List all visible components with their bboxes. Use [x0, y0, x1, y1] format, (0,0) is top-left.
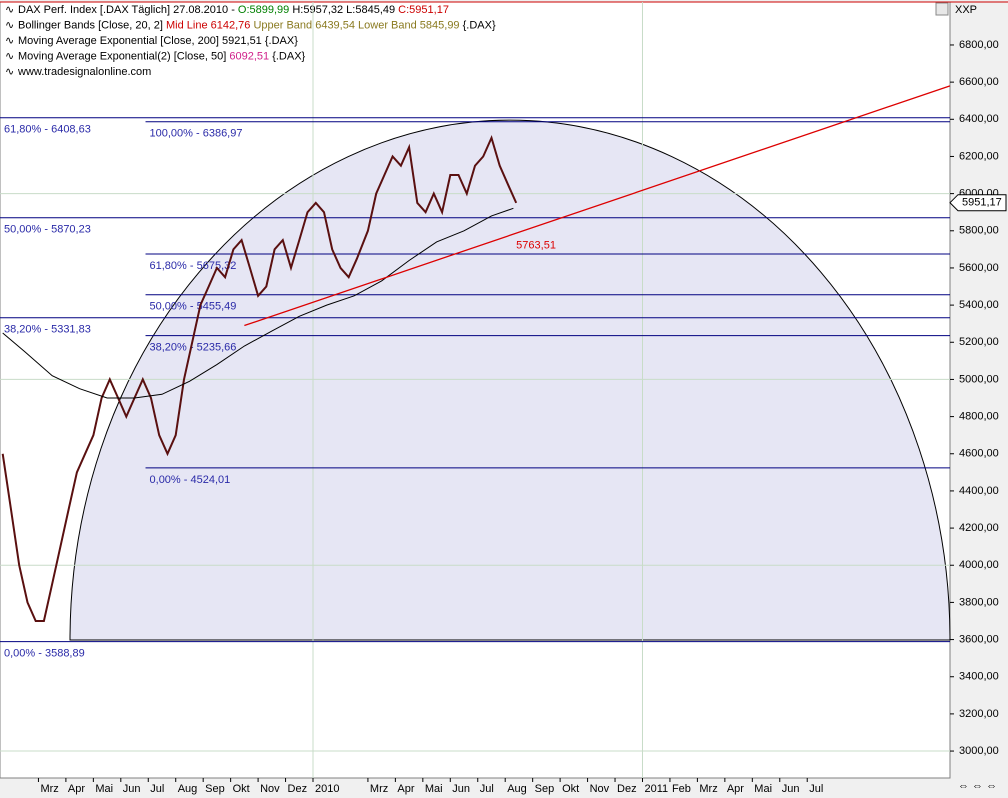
fib-label: 38,20% - 5235,66	[150, 342, 237, 354]
x-tick-label: Jul	[150, 783, 164, 795]
x-tick-label: Sep	[205, 783, 225, 795]
header-icon: ∿	[5, 19, 14, 31]
header-part: O:5899,99	[238, 4, 289, 16]
trendline	[244, 85, 951, 327]
header-line: Bollinger Bands [Close, 20, 2] Mid Line …	[18, 19, 496, 31]
x-tick-label: Feb	[672, 783, 691, 795]
x-tick-label: Jun	[782, 783, 800, 795]
header-part: 6092,51	[229, 50, 269, 62]
x-tick-label: Mai	[95, 783, 113, 795]
header-icon: ∿	[5, 35, 14, 47]
y-tick-label: 3400,00	[959, 671, 999, 683]
header-part: www.tradesignalonline.com	[17, 66, 151, 78]
header-icon: ∿	[5, 66, 14, 78]
header-part: {.DAX}	[269, 50, 305, 62]
x-tick-label: Aug	[178, 783, 198, 795]
header-line: Moving Average Exponential(2) [Close, 50…	[18, 50, 306, 62]
x-tick-label: Mrz	[370, 783, 388, 795]
x-tick-label: Okt	[562, 783, 579, 795]
y-tick-label: 4200,00	[959, 522, 999, 534]
header-line: DAX Perf. Index [.DAX Täglich] 27.08.201…	[18, 4, 449, 16]
header: DAX Perf. Index [.DAX Täglich] 27.08.201…	[5, 4, 496, 78]
x-tick-label: Mrz	[699, 783, 717, 795]
x-tick-label: Apr	[68, 783, 85, 795]
x-tick-label: Mrz	[40, 783, 58, 795]
y-tick-label: 3600,00	[959, 633, 999, 645]
x-tick-label: Apr	[727, 783, 744, 795]
y-tick-label: 6600,00	[959, 76, 999, 88]
fib-label: 0,00% - 4524,01	[150, 474, 231, 486]
fib-label: 50,00% - 5870,23	[4, 224, 91, 236]
header-part: Moving Average Exponential [Close, 200] …	[18, 35, 298, 47]
fib-label: 38,20% - 5331,83	[4, 324, 91, 336]
x-tick-label: Jul	[809, 783, 823, 795]
header-icon: ∿	[5, 50, 14, 62]
series-line	[1, 135, 518, 622]
header-part: C:5951,17	[398, 4, 449, 16]
fib-label: 0,00% - 3588,89	[4, 648, 85, 660]
y-tick-label: 5000,00	[959, 373, 999, 385]
x-tick-label: Apr	[397, 783, 414, 795]
x-tick-label: Aug	[507, 783, 527, 795]
header-part: {.DAX}	[460, 19, 496, 31]
x-tick-label: Dez	[617, 783, 637, 795]
corner-label: XXP	[955, 4, 977, 16]
x-tick-label: Jul	[480, 783, 494, 795]
close-button[interactable]	[935, 2, 949, 16]
fib-label: 61,80% - 6408,63	[4, 124, 91, 136]
price-tag-label: 5951,17	[962, 197, 1002, 209]
y-tick-label: 6400,00	[959, 113, 999, 125]
x-tick-label: Dez	[288, 783, 308, 795]
header-icon: ∿	[5, 4, 14, 16]
x-tick-label: Nov	[260, 783, 280, 795]
header-part: Mid Line 6142,76	[166, 19, 250, 31]
y-tick-label: 6800,00	[959, 39, 999, 51]
x-tick-label: Mai	[425, 783, 443, 795]
y-tick-label: 4600,00	[959, 448, 999, 460]
x-tick-label: Jun	[452, 783, 470, 795]
header-part: Moving Average Exponential(2) [Close, 50…	[18, 50, 229, 62]
y-tick-label: 5800,00	[959, 225, 999, 237]
x-tick-label: 2011	[644, 783, 668, 795]
header-part: Bollinger Bands [Close, 20, 2]	[18, 19, 166, 31]
series-line	[2, 207, 514, 399]
fib-label: 100,00% - 6386,97	[150, 128, 243, 140]
y-tick-label: 3800,00	[959, 596, 999, 608]
y-tick-label: 6200,00	[959, 150, 999, 162]
y-tick-label: 4000,00	[959, 559, 999, 571]
x-tick-label: Mai	[754, 783, 772, 795]
fib-label: 61,80% - 5675,32	[150, 260, 237, 272]
y-tick-label: 3200,00	[959, 708, 999, 720]
header-part: H:5957,32 L:5845,49	[289, 4, 398, 16]
y-tick-label: 4400,00	[959, 485, 999, 497]
fib-arc	[69, 119, 951, 641]
x-tick-label: Nov	[590, 783, 610, 795]
x-tick-label: Jun	[123, 783, 141, 795]
x-tick-label: Sep	[535, 783, 555, 795]
y-tick-label: 3000,00	[959, 745, 999, 757]
header-line: www.tradesignalonline.com	[17, 66, 151, 78]
header-part: Upper Band 6439,54 Lower Band 5845,99	[250, 19, 459, 31]
price-tag	[949, 194, 1007, 212]
scroll-arrows[interactable]: ⇔ ⇔ ⇔	[958, 780, 997, 792]
x-tick-label: Okt	[233, 783, 250, 795]
y-tick-label: 4800,00	[959, 410, 999, 422]
y-tick-label: 5600,00	[959, 262, 999, 274]
fib-label: 50,00% - 5455,49	[150, 301, 237, 313]
header-part: DAX Perf. Index [.DAX Täglich] 27.08.201…	[18, 4, 238, 16]
trendline-label: 5763,51	[516, 240, 556, 252]
header-line: Moving Average Exponential [Close, 200] …	[18, 35, 298, 47]
y-tick-label: 5400,00	[959, 299, 999, 311]
x-tick-label: 2010	[315, 783, 339, 795]
y-tick-label: 5200,00	[959, 336, 999, 348]
